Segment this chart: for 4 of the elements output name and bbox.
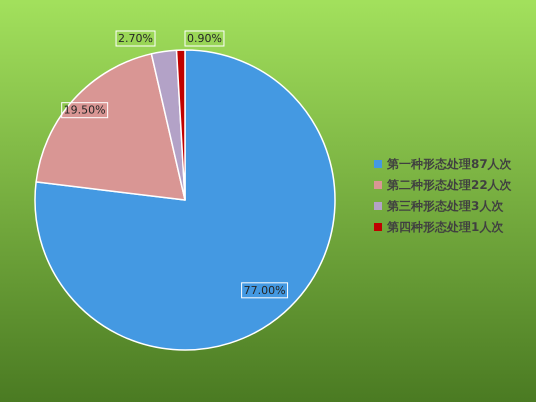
slice-label: 第一种形态处理87人次 xyxy=(386,157,513,171)
legend-label: 第四种形态处理1人次 xyxy=(386,220,504,234)
legend-label: 第二种形态处理22人次 xyxy=(386,178,513,192)
legend-label: 第三种形态处理3人次 xyxy=(386,199,504,213)
